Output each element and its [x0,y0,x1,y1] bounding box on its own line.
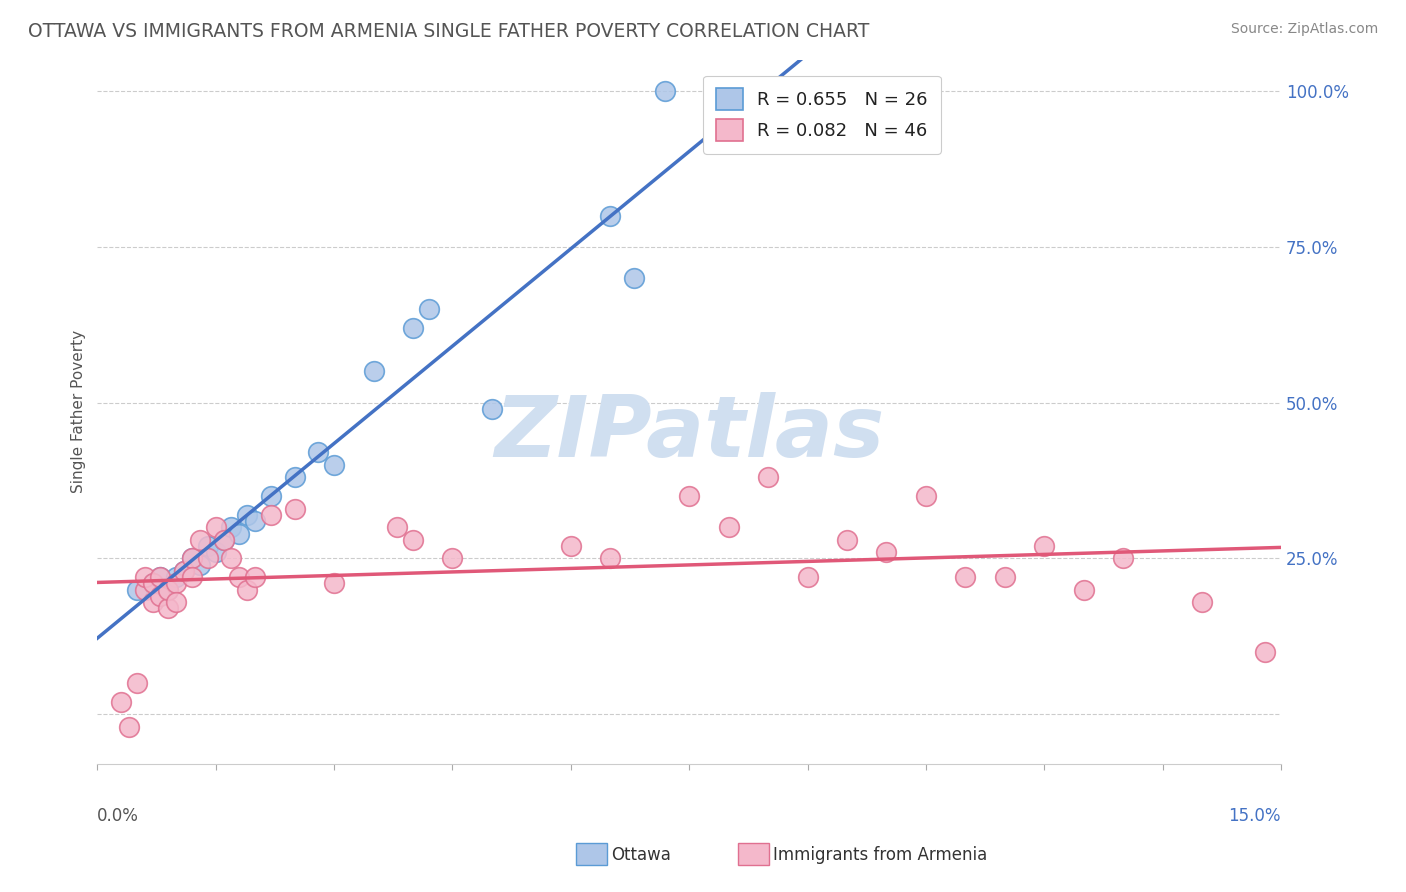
Point [212,533,235,547]
Point [236,582,259,597]
Point [796,570,818,584]
Point [1191,595,1213,609]
Point [165,570,187,584]
Point [204,520,226,534]
Point [181,551,204,566]
Text: OTTAWA VS IMMIGRANTS FROM ARMENIA SINGLE FATHER POVERTY CORRELATION CHART: OTTAWA VS IMMIGRANTS FROM ARMENIA SINGLE… [28,22,869,41]
Legend: R = 0.655   N = 26, R = 0.082   N = 46: R = 0.655 N = 26, R = 0.082 N = 46 [703,76,941,154]
Point [623,271,645,285]
Point [173,564,195,578]
Point [955,570,977,584]
Point [149,570,172,584]
Text: Immigrants from Armenia: Immigrants from Armenia [773,846,987,863]
Point [387,520,409,534]
Point [284,470,307,484]
Point [363,364,385,378]
Text: 0.0%: 0.0% [97,806,139,824]
Point [560,539,582,553]
Point [481,401,503,416]
Point [157,601,180,615]
Point [323,458,346,472]
Point [134,582,156,597]
Point [142,576,165,591]
Point [1033,539,1056,553]
Point [197,551,219,566]
Point [197,539,219,553]
Text: ZIPatlas: ZIPatlas [494,392,884,475]
Point [323,576,346,591]
Point [221,551,243,566]
Point [118,720,141,734]
Point [1254,645,1277,659]
Point [221,520,243,534]
Point [181,551,204,566]
Point [260,508,283,522]
Point [994,570,1017,584]
Point [212,533,235,547]
Point [402,320,425,334]
Point [188,558,211,572]
Point [142,576,165,591]
Point [173,564,195,578]
Point [228,526,250,541]
Point [228,570,250,584]
Text: 15.0%: 15.0% [1229,806,1281,824]
Point [307,445,329,459]
Point [125,676,148,690]
Point [260,489,283,503]
Point [204,545,226,559]
Point [149,570,172,584]
Point [157,582,180,597]
Point [1073,582,1095,597]
Text: Source: ZipAtlas.com: Source: ZipAtlas.com [1230,22,1378,37]
Point [165,595,187,609]
Y-axis label: Single Father Poverty: Single Father Poverty [72,330,86,493]
Point [418,301,440,316]
Point [165,576,187,591]
Point [134,570,156,584]
Point [125,582,148,597]
Point [188,533,211,547]
Point [1112,551,1135,566]
Point [142,595,165,609]
Point [599,209,621,223]
Point [236,508,259,522]
Point [441,551,464,566]
Point [678,489,700,503]
Point [875,545,897,559]
Point [110,695,132,709]
Point [243,570,266,584]
Point [717,520,740,534]
Point [599,551,621,566]
Point [402,533,425,547]
Point [157,582,180,597]
Point [284,501,307,516]
Point [243,514,266,528]
Point [181,570,204,584]
Point [915,489,938,503]
Point [654,84,676,98]
Text: Ottawa: Ottawa [612,846,672,863]
Point [756,470,779,484]
Point [835,533,858,547]
Point [149,589,172,603]
